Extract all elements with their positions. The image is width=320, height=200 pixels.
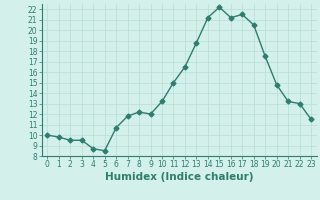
X-axis label: Humidex (Indice chaleur): Humidex (Indice chaleur) — [105, 172, 253, 182]
